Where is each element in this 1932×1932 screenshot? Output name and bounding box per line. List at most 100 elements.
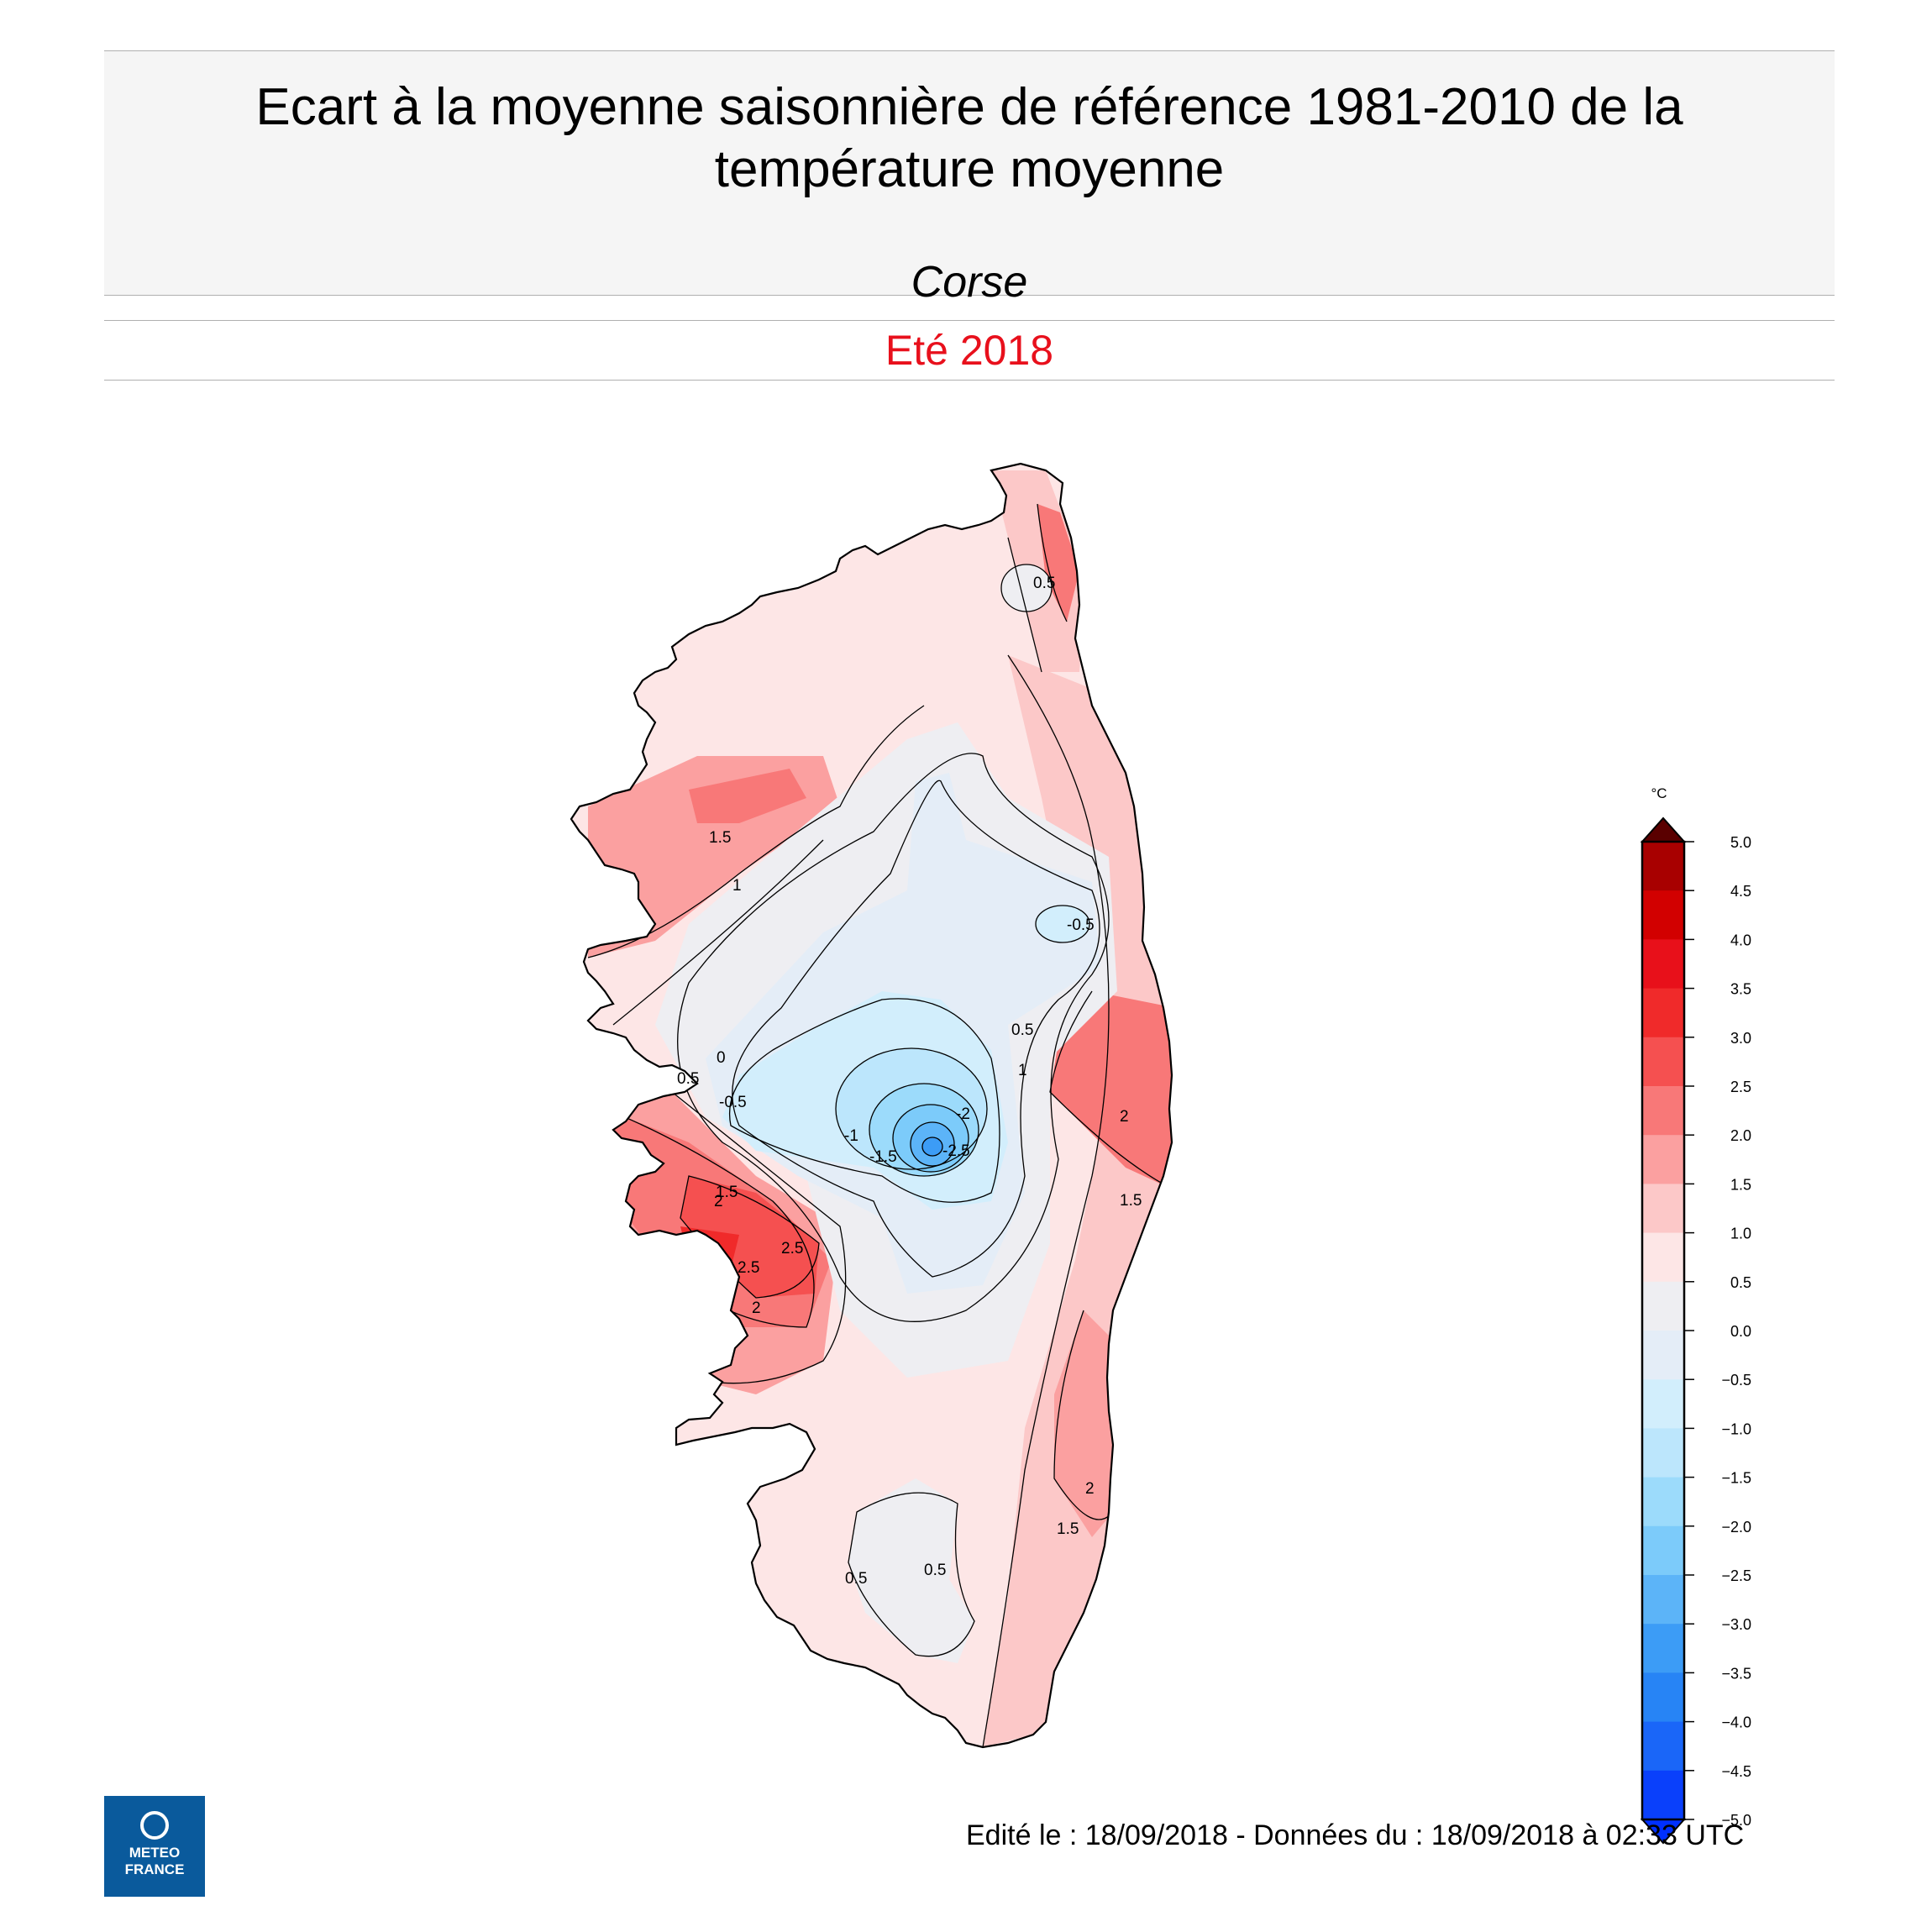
colorbar-cell	[1642, 1135, 1684, 1184]
colorbar-cell	[1642, 1477, 1684, 1527]
contour-label: 1.5	[709, 829, 731, 847]
field-w-2.5	[680, 1176, 819, 1298]
contour-label: -2.5	[942, 1142, 970, 1160]
contour-minus-0.5	[729, 998, 1000, 1203]
contour-w-1.5	[671, 1091, 847, 1384]
contour-label: -0.5	[719, 1094, 747, 1111]
field-nw-2	[689, 769, 806, 823]
colorbar-tick-label: 5.0	[1730, 834, 1751, 851]
contour-label: 1.5	[1120, 1192, 1142, 1210]
colorbar-cell	[1642, 1232, 1684, 1283]
colorbar-cell	[1642, 939, 1684, 990]
colorbar-tick-label: 0.5	[1730, 1274, 1751, 1291]
contour-0.5	[677, 753, 1110, 1322]
colorbar: °C 5.0 4.5 4.0 3.5 3.0 2.5 2.0 1.5 1.0 0.5 0.0 −0.5…	[1640, 785, 1751, 1845]
colorbar-tick-label: −2.5	[1721, 1567, 1751, 1584]
field-minus-3	[922, 1137, 942, 1156]
contour-cap-1.5	[1007, 537, 1042, 673]
colorbar-unit: °C	[1651, 785, 1667, 801]
contour-label: -1.5	[869, 1148, 897, 1166]
contour-label: 0.5	[924, 1562, 946, 1579]
colorbar-tick-label: 4.0	[1730, 932, 1751, 948]
colorbar-tick-label: 4.5	[1730, 883, 1751, 900]
colorbar-cells	[1640, 816, 1687, 1845]
colorbar-cell	[1642, 1624, 1684, 1673]
contour-label: 0.5	[1033, 575, 1055, 592]
colorbar-tick-label: −2.0	[1721, 1519, 1751, 1536]
region-subtitle: Corse	[911, 258, 1028, 307]
contour-label: 1.5	[716, 1184, 738, 1201]
map-title: Ecart à la moyenne saisonnière de référe…	[104, 76, 1835, 201]
colorbar-ticks: 5.0 4.5 4.0 3.5 3.0 2.5 2.0 1.5 1.0 0.5 0.0 −0.5 −1.…	[1684, 834, 1751, 1829]
title-line-2: température moyenne	[714, 140, 1225, 198]
colorbar-cell	[1642, 1379, 1684, 1429]
colorbar-tick-label: 3.5	[1730, 981, 1751, 998]
colorbar-tick-label: −5.0	[1721, 1812, 1751, 1829]
colorbar-top-arrow	[1640, 816, 1687, 843]
contour-label: 0.5	[1011, 1021, 1033, 1039]
field-south-0.5	[848, 1478, 974, 1663]
contour-minus-1	[835, 1047, 988, 1170]
field-cap-2	[1037, 504, 1079, 622]
colorbar-tick-label: 2.0	[1730, 1127, 1751, 1144]
contour-label: 2	[1120, 1108, 1129, 1126]
contour-label: 2.5	[781, 1240, 803, 1257]
contour-label: 1	[732, 877, 742, 895]
contour-w-2	[604, 1108, 815, 1328]
meteo-france-emblem-icon	[140, 1811, 169, 1840]
contour-label: 1.5	[1057, 1520, 1079, 1538]
field-ne-minus-0.5	[1036, 906, 1089, 942]
colorbar-cell	[1642, 1037, 1684, 1087]
colorbar-cell	[1642, 1575, 1684, 1625]
colorbar-cell	[1642, 842, 1684, 891]
colorbar-cell	[1642, 1331, 1684, 1380]
contour-minus-1.5	[869, 1083, 979, 1177]
season-panel: Eté 2018	[104, 320, 1835, 381]
colorbar-cell	[1642, 1184, 1684, 1234]
contour-label: -1	[844, 1127, 858, 1145]
field-east-2	[1050, 991, 1172, 1193]
contour-lines	[587, 503, 1172, 1747]
contour-label: 2.5	[738, 1259, 759, 1277]
contour-cap-2	[1037, 503, 1068, 622]
contour-minus-3	[921, 1137, 943, 1157]
logo-text-line-2: FRANCE	[124, 1861, 185, 1877]
colorbar-cell	[1642, 1428, 1684, 1478]
contour-minus-2	[892, 1104, 969, 1173]
contour-nw-1b	[612, 839, 824, 1026]
colorbar-cell	[1642, 1721, 1684, 1772]
contour-nw-1	[587, 705, 925, 958]
colorbar-cell	[1642, 1086, 1684, 1136]
contour-label: 0.5	[677, 1070, 699, 1088]
logo-text-line-1: METEO	[129, 1845, 181, 1861]
colorbar-cell	[1642, 1672, 1684, 1723]
contour-label: 0.5	[845, 1570, 867, 1588]
season-label: Eté 2018	[885, 327, 1054, 374]
contour-se-2	[1053, 1310, 1114, 1520]
colorbar-tick-label: −1.0	[1721, 1420, 1751, 1437]
edition-footer: Edité le : 18/09/2018 - Données du : 18/…	[966, 1819, 1745, 1851]
field-se-2	[1054, 1310, 1117, 1537]
contour-0	[732, 780, 1100, 1278]
title-panel: Ecart à la moyenne saisonnière de référe…	[104, 50, 1835, 307]
colorbar-tick-label: −4.5	[1721, 1763, 1751, 1780]
title-line-1: Ecart à la moyenne saisonnière de référe…	[255, 78, 1683, 136]
contour-ne-minus-0.5	[1035, 905, 1090, 943]
contour-minus-2.5	[910, 1121, 955, 1167]
contour-label: 2	[752, 1299, 761, 1317]
meteo-france-logo: METEO FRANCE	[104, 1796, 205, 1897]
colorbar-cell	[1642, 1525, 1684, 1576]
contour-label: -2	[956, 1105, 970, 1123]
colorbar-cell	[1642, 1281, 1684, 1331]
contour-labels: 1.5 1 0.5 0 -0.5 -1 -1.5 -2 -2.5 2 2.5 1…	[677, 575, 1142, 1588]
field-east-1.5	[983, 655, 1172, 1747]
contour-label: 2	[714, 1193, 723, 1210]
contour-east-2	[1049, 990, 1172, 1194]
colorbar-cell	[1642, 890, 1684, 940]
colorbar-tick-label: −4.0	[1721, 1714, 1751, 1731]
colorbar-cell	[1642, 1770, 1684, 1820]
field-cap-0	[1001, 564, 1052, 612]
contour-label: -0.5	[1067, 916, 1095, 934]
colorbar-cell	[1642, 988, 1684, 1038]
